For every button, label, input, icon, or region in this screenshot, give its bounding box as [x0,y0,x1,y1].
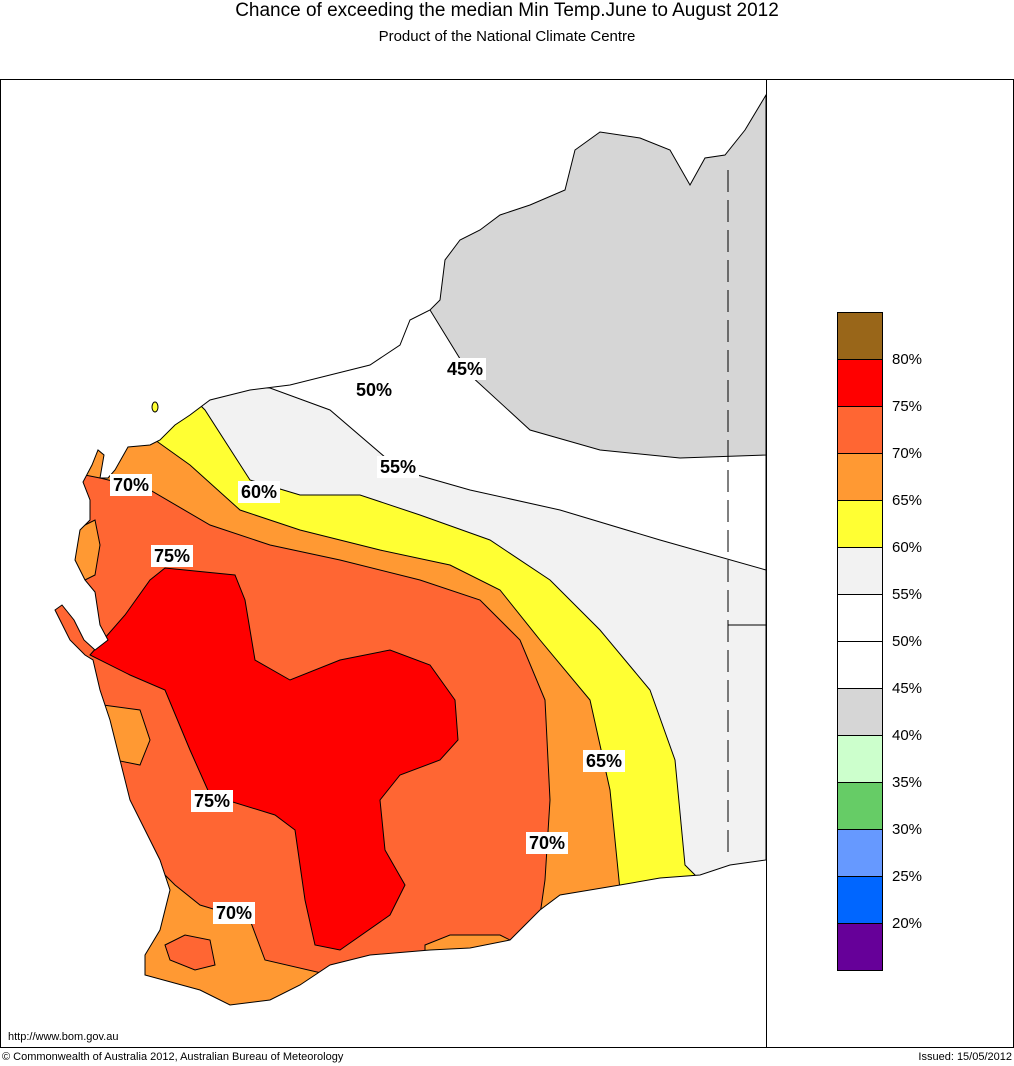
contour-label: 60% [238,481,281,503]
contour-label: 50% [353,379,396,401]
contour-label: 70% [213,902,256,924]
contour-label: 55% [377,456,420,478]
map-subtitle: Product of the National Climate Centre [378,28,636,45]
legend-swatch [838,501,882,548]
legend-swatch [838,313,882,360]
legend-tick-label: 40% [892,727,923,744]
contour-label: 70% [110,474,153,496]
coastline [54,93,767,1006]
legend-tick-label: 30% [892,821,923,838]
legend-swatch [838,830,882,877]
legend-swatch [838,689,882,736]
region-75-80 [89,567,459,951]
legend-swatch [838,548,882,595]
legend-tick-label: 45% [892,680,923,697]
map-title: Chance of exceeding the median Min Temp.… [235,0,779,21]
legend-tick-label: 70% [892,445,923,462]
legend-swatch [838,783,882,830]
legend-tick-label: 55% [892,586,923,603]
legend-tick-label: 35% [892,774,923,791]
legend-swatch [838,642,882,689]
contour-label: 70% [526,832,569,854]
legend-tick-label: 60% [892,539,923,556]
contour-label: 75% [191,790,234,812]
legend-swatch [838,595,882,642]
copyright: © Commonwealth of Australia 2012, Austra… [2,1051,344,1063]
legend-tick-label: 75% [892,398,923,415]
legend-tick-label: 25% [892,868,923,885]
legend-tick-label: 20% [892,915,923,932]
legend-tick-label: 80% [892,351,923,368]
legend-swatch [838,736,882,783]
legend-panel [766,79,1014,1048]
contour-label: 75% [151,545,194,567]
island [151,401,159,413]
website-url[interactable]: http://www.bom.gov.au [8,1031,119,1043]
legend-swatch [838,877,882,924]
contour-label: 65% [583,750,626,772]
contour-label: 45% [444,358,487,380]
legend-swatch [838,924,882,970]
legend-swatch [838,454,882,501]
legend-tick-label: 65% [892,492,923,509]
legend-swatch [838,407,882,454]
legend-swatch [838,360,882,407]
issued-date: Issued: 15/05/2012 [918,1051,1012,1063]
region-70-75-sw [164,934,216,971]
color-legend [837,312,883,971]
legend-tick-label: 50% [892,633,923,650]
